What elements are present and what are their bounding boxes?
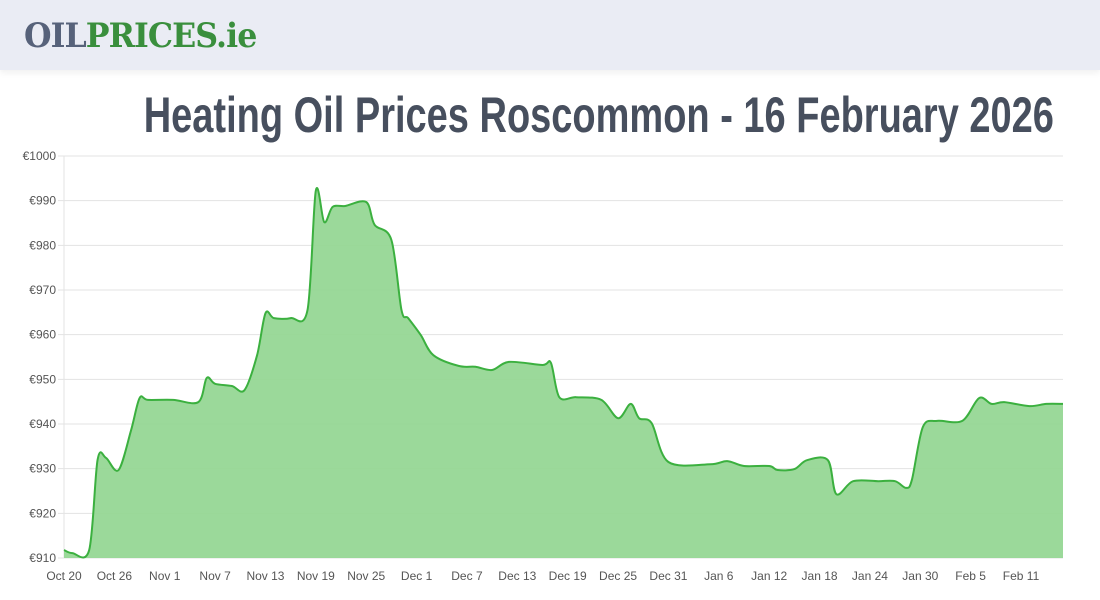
x-tick-label: Feb 11 [1003, 569, 1040, 583]
x-tick-label: Feb 5 [955, 569, 986, 583]
x-tick-label: Dec 13 [498, 569, 536, 583]
y-tick-label: €960 [29, 328, 56, 342]
y-tick-label: €970 [29, 283, 56, 297]
x-tick-label: Dec 7 [451, 569, 483, 583]
y-tick-label: €950 [29, 372, 56, 386]
x-tick-label: Dec 1 [401, 569, 433, 583]
y-tick-label: €940 [29, 417, 56, 431]
x-tick-label: Oct 26 [97, 569, 133, 583]
y-tick-label: €920 [29, 506, 56, 520]
site-logo[interactable]: OILPRICES.ie [24, 16, 258, 56]
y-tick-label: €1000 [23, 149, 57, 163]
x-tick-label: Nov 13 [246, 569, 284, 583]
x-tick-label: Jan 30 [902, 569, 938, 583]
x-tick-label: Jan 24 [852, 569, 888, 583]
x-axis: Oct 20 Oct 26 Nov 1 Nov 7 Nov 13 Nov 19 Nov 25… [46, 569, 1039, 583]
x-tick-label: Nov 19 [297, 569, 335, 583]
x-tick-label: Jan 6 [704, 569, 734, 583]
x-tick-label: Nov 1 [149, 569, 181, 583]
site-header: OILPRICES.ie [0, 0, 1100, 70]
x-tick-label: Dec 31 [649, 569, 687, 583]
logo-text-oil: OIL [24, 16, 87, 56]
price-area-fill [64, 187, 1063, 558]
page-title-text: Heating Oil Prices Roscommon - 16 Februa… [143, 87, 1054, 143]
x-tick-label: Jan 12 [751, 569, 787, 583]
page-title: Heating Oil Prices Roscommon - 16 Februa… [0, 84, 1100, 146]
x-tick-label: Dec 19 [549, 569, 587, 583]
x-tick-label: Jan 18 [802, 569, 838, 583]
logo-text-prices: PRICES.ie [85, 16, 258, 56]
x-tick-label: Oct 20 [46, 569, 82, 583]
x-tick-label: Nov 7 [199, 569, 231, 583]
y-tick-label: €980 [29, 238, 56, 252]
y-axis: €1000 €990 €980 €970 €960 €950 €940 €930 €920 €91… [23, 149, 57, 565]
y-tick-label: €910 [29, 551, 56, 565]
price-line [63, 187, 1064, 559]
x-tick-label: Nov 25 [347, 569, 385, 583]
x-tick-label: Dec 25 [599, 569, 637, 583]
y-tick-label: €930 [29, 462, 56, 476]
y-tick-label: €990 [29, 194, 56, 208]
